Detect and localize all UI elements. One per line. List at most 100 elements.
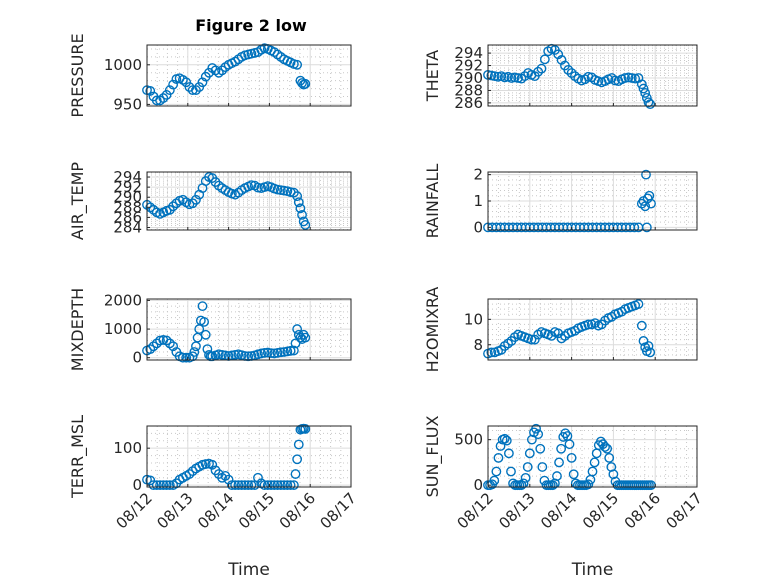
y-axis-label: AIR_TEMP: [68, 162, 88, 240]
data-point: [246, 180, 257, 191]
plot-area: [488, 426, 697, 487]
y-tick-label: 950: [113, 95, 142, 113]
y-tick-label: 292: [113, 178, 142, 196]
data-point: [491, 466, 502, 477]
data-point: [646, 198, 656, 209]
data-point: [191, 194, 201, 205]
y-tick-label: 0: [132, 476, 142, 494]
y-axis-label: TERR_MSL: [68, 415, 88, 499]
data-point: [168, 79, 179, 90]
x-tick-label: 08/16: [276, 489, 319, 532]
data-point: [636, 79, 647, 90]
data-point: [522, 462, 533, 472]
data-point: [645, 99, 656, 110]
data-point: [164, 480, 175, 491]
data-point: [638, 336, 649, 346]
data-point: [568, 469, 579, 480]
x-tick-label: 08/17: [317, 489, 360, 532]
data-point: [262, 480, 273, 491]
panel-mixdepth: 0 1000 2000 MIXDEPTH: [68, 288, 352, 371]
data-point: [297, 209, 307, 220]
data-point: [200, 459, 211, 469]
data-point: [533, 429, 544, 440]
x-tick-label: 08/15: [579, 489, 622, 532]
y-axis-label: THETA: [423, 50, 442, 102]
y-tick-label: 2: [473, 166, 483, 184]
x-tick-label: 08/16: [621, 489, 664, 532]
data-point: [184, 469, 195, 479]
y-tick-label: 284: [113, 218, 142, 236]
figure-title: Figure 2 low: [195, 16, 307, 35]
y-tick-label: 294: [113, 168, 142, 186]
data-point: [539, 54, 550, 65]
data-point: [292, 454, 303, 465]
y-axis-label: RAINFALL: [423, 164, 442, 239]
data-point: [236, 480, 247, 491]
data-point: [300, 78, 311, 89]
data-point: [189, 347, 200, 357]
data-point: [600, 442, 610, 452]
data-point: [145, 86, 156, 96]
data-point: [279, 480, 289, 491]
data-point: [288, 345, 299, 356]
axes-frame: [487, 425, 698, 488]
data-point: [275, 347, 286, 358]
data-point: [272, 184, 283, 195]
data-point: [535, 443, 546, 454]
data-point: [259, 347, 270, 358]
data-point: [533, 66, 544, 77]
data-point: [243, 480, 254, 491]
data-point: [197, 301, 208, 312]
data-point: [300, 424, 311, 434]
data-point: [499, 433, 510, 444]
y-tick-label: 288: [454, 81, 483, 99]
data-point: [207, 459, 218, 470]
axes-frame: [146, 171, 352, 231]
data-point: [552, 471, 562, 481]
y-tick-label: 290: [113, 188, 142, 206]
data-point: [295, 332, 306, 343]
data-point: [519, 71, 530, 82]
y-tick-label: 286: [454, 94, 483, 112]
plot-area: [147, 426, 351, 487]
panel-pressure: 950 1000 PRESSURE: [68, 33, 352, 118]
data-point: [547, 480, 558, 491]
data-series: [483, 299, 656, 359]
data-point: [516, 480, 527, 491]
y-tick-label: 100: [113, 439, 142, 457]
data-point: [178, 352, 188, 363]
data-point: [145, 344, 156, 355]
data-point: [489, 475, 500, 486]
data-point: [253, 182, 263, 193]
data-point: [223, 474, 234, 485]
data-point: [285, 345, 296, 356]
y-tick-label: 292: [454, 57, 483, 75]
data-point: [217, 65, 227, 76]
data-point: [155, 480, 165, 491]
data-point: [158, 480, 169, 491]
data-point: [230, 480, 241, 491]
data-point: [259, 480, 270, 491]
data-point: [643, 341, 654, 351]
data-point: [503, 448, 514, 459]
data-point: [288, 480, 299, 491]
data-point: [629, 222, 640, 233]
data-point: [564, 439, 575, 450]
data-point: [191, 85, 201, 96]
data-point: [158, 93, 169, 103]
data-point: [587, 466, 598, 477]
data-point: [199, 317, 210, 327]
data-point: [161, 335, 172, 346]
x-axis-label: Time: [571, 560, 614, 580]
x-tick-label: 08/13: [495, 489, 538, 532]
data-point: [300, 332, 311, 343]
data-point: [486, 347, 497, 358]
y-tick-label: 2000: [104, 291, 142, 309]
data-point: [642, 193, 653, 204]
y-tick-label: 288: [113, 198, 142, 216]
data-point: [266, 480, 276, 491]
data-point: [253, 472, 263, 483]
